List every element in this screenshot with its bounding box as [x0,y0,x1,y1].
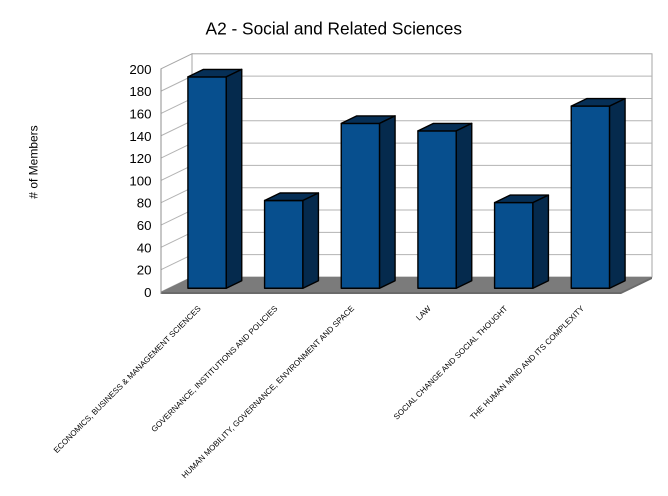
svg-text:60: 60 [137,218,152,233]
svg-text:100: 100 [129,173,151,188]
svg-text:40: 40 [137,240,152,255]
svg-text:A2 - Social and Related Scienc: A2 - Social and Related Sciences [206,19,463,39]
svg-text:# of Members: # of Members [27,125,41,198]
svg-text:80: 80 [137,196,152,211]
svg-text:140: 140 [129,129,151,144]
svg-text:120: 120 [129,151,151,166]
svg-text:0: 0 [144,285,151,300]
svg-text:20: 20 [137,263,152,278]
svg-text:160: 160 [129,106,151,121]
svg-text:200: 200 [129,62,151,77]
svg-text:180: 180 [129,84,151,99]
